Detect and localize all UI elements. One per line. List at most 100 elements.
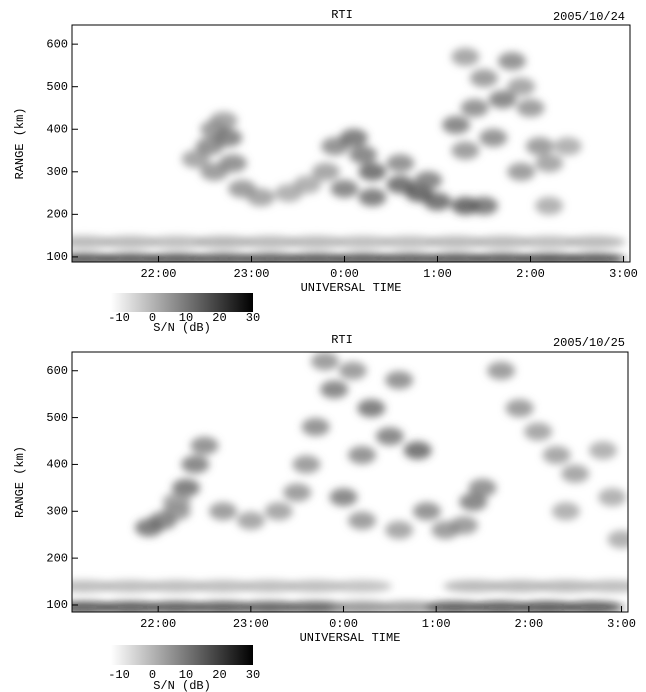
echo (162, 492, 191, 511)
clutter (426, 253, 487, 262)
chart-date: 2005/10/25 (553, 336, 625, 350)
x-tick-label: 3:00 (609, 267, 638, 281)
colorbar-tick-label: 20 (212, 311, 226, 325)
echo (488, 90, 517, 109)
echo (588, 441, 617, 460)
y-tick-label: 500 (46, 411, 68, 425)
clutter (285, 580, 346, 593)
echo (358, 162, 387, 181)
colorbar-tick-label: 30 (246, 311, 260, 325)
echo (264, 502, 293, 521)
colorbar-tick-label: 0 (149, 311, 156, 325)
colorbar-tick-label: 30 (246, 668, 260, 682)
echo (358, 188, 387, 207)
x-tick-label: 0:00 (330, 267, 359, 281)
echo (561, 464, 590, 483)
clutter (147, 253, 208, 262)
x-tick-label: 1:00 (423, 267, 452, 281)
y-tick-label: 200 (46, 208, 68, 222)
echo (320, 380, 349, 399)
echo (553, 137, 582, 156)
clutter (379, 253, 440, 262)
colorbar-label: S/N (dB) (153, 679, 211, 692)
echo (375, 427, 404, 446)
colorbar-label: S/N (dB) (153, 321, 211, 335)
echo (551, 502, 580, 521)
echo (468, 478, 497, 497)
clutter (563, 601, 624, 612)
echo (535, 196, 564, 215)
echo (338, 361, 367, 380)
colorbar-tick-label: 10 (179, 668, 193, 682)
clutter (424, 601, 485, 612)
clutter (146, 601, 207, 612)
y-tick-label: 300 (46, 165, 68, 179)
clutter (72, 580, 115, 593)
echo (348, 511, 377, 530)
y-tick-label: 100 (46, 598, 68, 612)
echo (190, 436, 219, 455)
clutter (519, 253, 580, 262)
clutter (146, 580, 207, 593)
y-tick-label: 100 (46, 250, 68, 264)
echo (507, 77, 536, 96)
x-axis-label: UNIVERSAL TIME (301, 281, 402, 295)
echo (293, 175, 322, 194)
echo (329, 488, 358, 507)
echo (330, 179, 359, 198)
x-tick-label: 22:00 (140, 267, 176, 281)
clutter (333, 253, 394, 262)
clutter (240, 236, 301, 249)
chart-date: 2005/10/24 (553, 10, 625, 24)
echo (385, 371, 414, 390)
colorbar-tick-label: -10 (108, 668, 130, 682)
clutter (193, 236, 254, 249)
y-tick-label: 400 (46, 122, 68, 136)
clutter (519, 236, 580, 249)
echo (386, 154, 415, 173)
echo (460, 98, 489, 117)
echo (310, 352, 339, 371)
echo (181, 455, 210, 474)
echo (385, 521, 414, 540)
x-tick-label: 22:00 (140, 617, 176, 631)
clutter (582, 580, 628, 593)
echo (301, 417, 330, 436)
clutter (240, 253, 301, 262)
clutter (193, 580, 254, 593)
clutter (333, 236, 394, 249)
echo (535, 154, 564, 173)
echo (469, 196, 498, 215)
colorbar-tick-label: 20 (212, 668, 226, 682)
echo (451, 141, 480, 160)
y-axis-label: RANGE (km) (13, 107, 27, 179)
x-tick-label: 1:00 (422, 617, 451, 631)
clutter (100, 601, 161, 612)
plot-area (72, 352, 628, 612)
colorbar-tick-label: 10 (179, 311, 193, 325)
echo (349, 145, 378, 164)
y-tick-label: 300 (46, 504, 68, 518)
echo (311, 162, 340, 181)
clutter (100, 580, 161, 593)
x-tick-label: 0:00 (329, 617, 358, 631)
y-tick-label: 600 (46, 364, 68, 378)
echo (516, 98, 545, 117)
colorbar (111, 293, 253, 312)
echo (524, 422, 553, 441)
echo (209, 111, 238, 130)
echo (412, 502, 441, 521)
x-tick-label: 2:00 (514, 617, 543, 631)
colorbar-tick-label: -10 (108, 311, 130, 325)
echo (357, 399, 386, 418)
echo (339, 128, 368, 147)
echo (449, 516, 478, 535)
clutter (72, 236, 115, 248)
clutter (193, 253, 254, 262)
echo (469, 69, 498, 88)
clutter (239, 580, 300, 593)
echo (171, 478, 200, 497)
x-tick-label: 2:00 (516, 267, 545, 281)
echo (283, 483, 312, 502)
